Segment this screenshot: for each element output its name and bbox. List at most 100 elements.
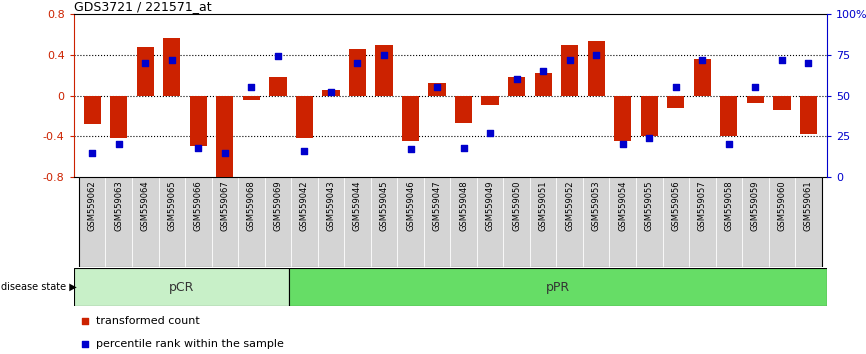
Point [244, 85, 258, 90]
Bar [137, 47, 154, 96]
Text: GSM559060: GSM559060 [778, 181, 786, 231]
Point [775, 57, 789, 63]
Bar [450, 177, 477, 267]
Bar [318, 177, 344, 267]
Bar [508, 77, 526, 96]
Text: GSM559069: GSM559069 [274, 181, 282, 231]
Bar [667, 96, 684, 108]
Text: pPR: pPR [546, 281, 570, 293]
Bar [530, 177, 557, 267]
Text: transformed count: transformed count [96, 316, 200, 326]
Bar [74, 268, 289, 306]
Bar [561, 45, 578, 96]
Bar [269, 77, 287, 96]
Bar [185, 177, 211, 267]
Bar [190, 96, 207, 147]
Bar [662, 177, 689, 267]
Bar [429, 84, 446, 96]
Point [324, 90, 338, 95]
Bar [375, 45, 392, 96]
Text: GSM559059: GSM559059 [751, 181, 759, 231]
Bar [694, 59, 711, 96]
Bar [242, 96, 260, 100]
Bar [265, 177, 291, 267]
Text: GSM559064: GSM559064 [141, 181, 150, 231]
Text: GSM559046: GSM559046 [406, 181, 415, 231]
Point [404, 147, 417, 152]
Bar [79, 177, 106, 267]
Bar [800, 96, 818, 134]
Bar [106, 177, 132, 267]
Bar [481, 96, 499, 105]
Text: GSM559062: GSM559062 [87, 181, 97, 231]
Point [483, 130, 497, 136]
Text: GSM559066: GSM559066 [194, 181, 203, 232]
Bar [344, 177, 371, 267]
Point [695, 57, 709, 63]
Bar [746, 96, 764, 103]
Bar [557, 177, 583, 267]
Text: GSM559063: GSM559063 [114, 181, 123, 232]
Point [510, 76, 524, 82]
Bar [503, 177, 530, 267]
Bar [742, 177, 769, 267]
Point [536, 68, 550, 74]
Point [748, 85, 762, 90]
Point [377, 52, 391, 58]
Point [589, 52, 603, 58]
Bar [296, 96, 313, 138]
Bar [371, 177, 397, 267]
Bar [322, 91, 339, 96]
Point [456, 145, 470, 150]
Bar [110, 96, 127, 138]
Bar [614, 96, 631, 141]
Text: disease state ▶: disease state ▶ [1, 282, 76, 292]
Bar [349, 49, 366, 96]
Text: GSM559061: GSM559061 [804, 181, 813, 231]
Text: GSM559052: GSM559052 [565, 181, 574, 231]
Bar [158, 177, 185, 267]
Bar [636, 177, 662, 267]
Bar [689, 177, 715, 267]
Point [669, 85, 682, 90]
Point [563, 57, 577, 63]
Bar [769, 177, 795, 267]
Bar [641, 96, 658, 136]
Text: GSM559048: GSM559048 [459, 181, 469, 231]
Text: GSM559050: GSM559050 [512, 181, 521, 231]
Text: GSM559049: GSM559049 [486, 181, 494, 231]
Text: GSM559051: GSM559051 [539, 181, 547, 231]
Bar [773, 96, 791, 110]
Bar [163, 38, 180, 96]
Text: GSM559068: GSM559068 [247, 181, 255, 232]
Point [546, 236, 560, 242]
Point [165, 57, 178, 63]
Point [722, 142, 736, 147]
Text: GSM559045: GSM559045 [379, 181, 389, 231]
Point [546, 27, 560, 33]
Text: GSM559056: GSM559056 [671, 181, 681, 231]
Bar [534, 73, 552, 96]
Point [139, 60, 152, 66]
Point [430, 85, 444, 90]
Text: GSM559055: GSM559055 [645, 181, 654, 231]
Point [643, 135, 656, 141]
Point [271, 54, 285, 59]
Bar [211, 177, 238, 267]
Text: GSM559067: GSM559067 [220, 181, 229, 232]
Text: GSM559065: GSM559065 [167, 181, 177, 231]
Bar [583, 177, 610, 267]
Point [802, 60, 816, 66]
Bar [610, 177, 636, 267]
Point [616, 142, 630, 147]
Bar [423, 177, 450, 267]
Bar [216, 96, 234, 177]
Bar [721, 96, 738, 136]
Text: GSM559044: GSM559044 [353, 181, 362, 231]
Bar [715, 177, 742, 267]
Bar [238, 177, 265, 267]
Bar [795, 177, 822, 267]
Text: pCR: pCR [169, 281, 194, 293]
Bar [397, 177, 423, 267]
Text: GSM559043: GSM559043 [326, 181, 335, 231]
